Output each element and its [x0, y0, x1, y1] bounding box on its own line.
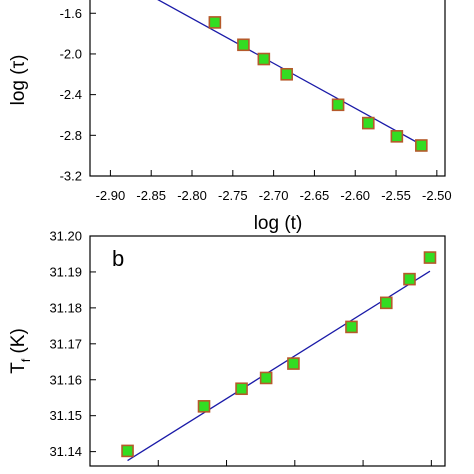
data-point: [208, 16, 222, 29]
x-tick-label: -2.55: [381, 188, 411, 203]
x-tick-label: -2.50: [422, 188, 452, 203]
data-point: [415, 139, 428, 152]
data-point: [280, 67, 293, 81]
data-point: [379, 296, 393, 310]
y-tick-label: -2.0: [60, 46, 82, 61]
series: [157, 0, 428, 152]
x-tick-label: -2.90: [96, 188, 126, 203]
x-tick-label: -2.60: [340, 188, 370, 203]
data-point: [403, 272, 416, 286]
data-point: [259, 371, 273, 385]
x-tick-label: -2.65: [300, 188, 330, 203]
y-ticks: 31.14 31.15 31.16 31.17 31.18 31.19 31.20: [49, 229, 96, 459]
data-point: [237, 38, 250, 52]
data-point: [197, 400, 211, 413]
data-point: [287, 357, 300, 370]
x-tick-label: -2.70: [259, 188, 289, 203]
fit-line: [127, 270, 431, 462]
x-axis-label: log (t): [254, 213, 303, 234]
y-tick-label: 31.18: [49, 300, 82, 315]
y-tick-label: -2.8: [60, 128, 82, 143]
data-point: [345, 320, 358, 334]
y-tick-label: 31.15: [49, 408, 82, 423]
y-tick-label: 31.20: [49, 229, 82, 244]
data-point: [331, 98, 345, 112]
plot-frame: [89, 0, 446, 177]
y-axis-label: log (τ): [8, 55, 29, 106]
plot-frame: [89, 235, 446, 467]
x-ticks: -2.90 -2.85 -2.80 -2.75 -2.70 -2.65 -2.60 -2.55…: [96, 170, 452, 203]
data-point: [361, 116, 375, 130]
y-tick-label: 31.14: [49, 444, 82, 459]
x-tick-label: -2.80: [177, 188, 207, 203]
data-point: [235, 382, 248, 396]
panel-label: b: [112, 246, 124, 271]
x-tick-label: -2.75: [218, 188, 248, 203]
panel-b: 31.14 31.15 31.16 31.17 31.18 31.19 31.20 0.03…: [8, 229, 446, 467]
y-tick-label: -3.2: [60, 169, 82, 184]
data-point: [121, 444, 134, 458]
x-tick-label: -2.85: [136, 188, 166, 203]
y-tick-label: 31.17: [49, 336, 82, 351]
x-ticks: 0.0310.0320.0330.0340.0350.036: [89, 460, 432, 466]
y-axis-label: Tf (K): [8, 328, 33, 374]
data-point: [423, 251, 437, 264]
panel-a: -1.6 -2.0 -2.4 -2.8 -3.2 -2.90 -2.85 -2.80 -2.7…: [8, 0, 452, 234]
y-tick-label: -2.4: [60, 87, 82, 102]
data-point: [257, 52, 271, 66]
y-tick-label: 31.16: [49, 372, 82, 387]
data-point: [390, 130, 404, 143]
y-tick-label: -1.6: [60, 6, 82, 21]
y-ticks: -1.6 -2.0 -2.4 -2.8 -3.2: [60, 6, 96, 184]
series: [121, 251, 437, 462]
y-tick-label: 31.19: [49, 264, 82, 279]
